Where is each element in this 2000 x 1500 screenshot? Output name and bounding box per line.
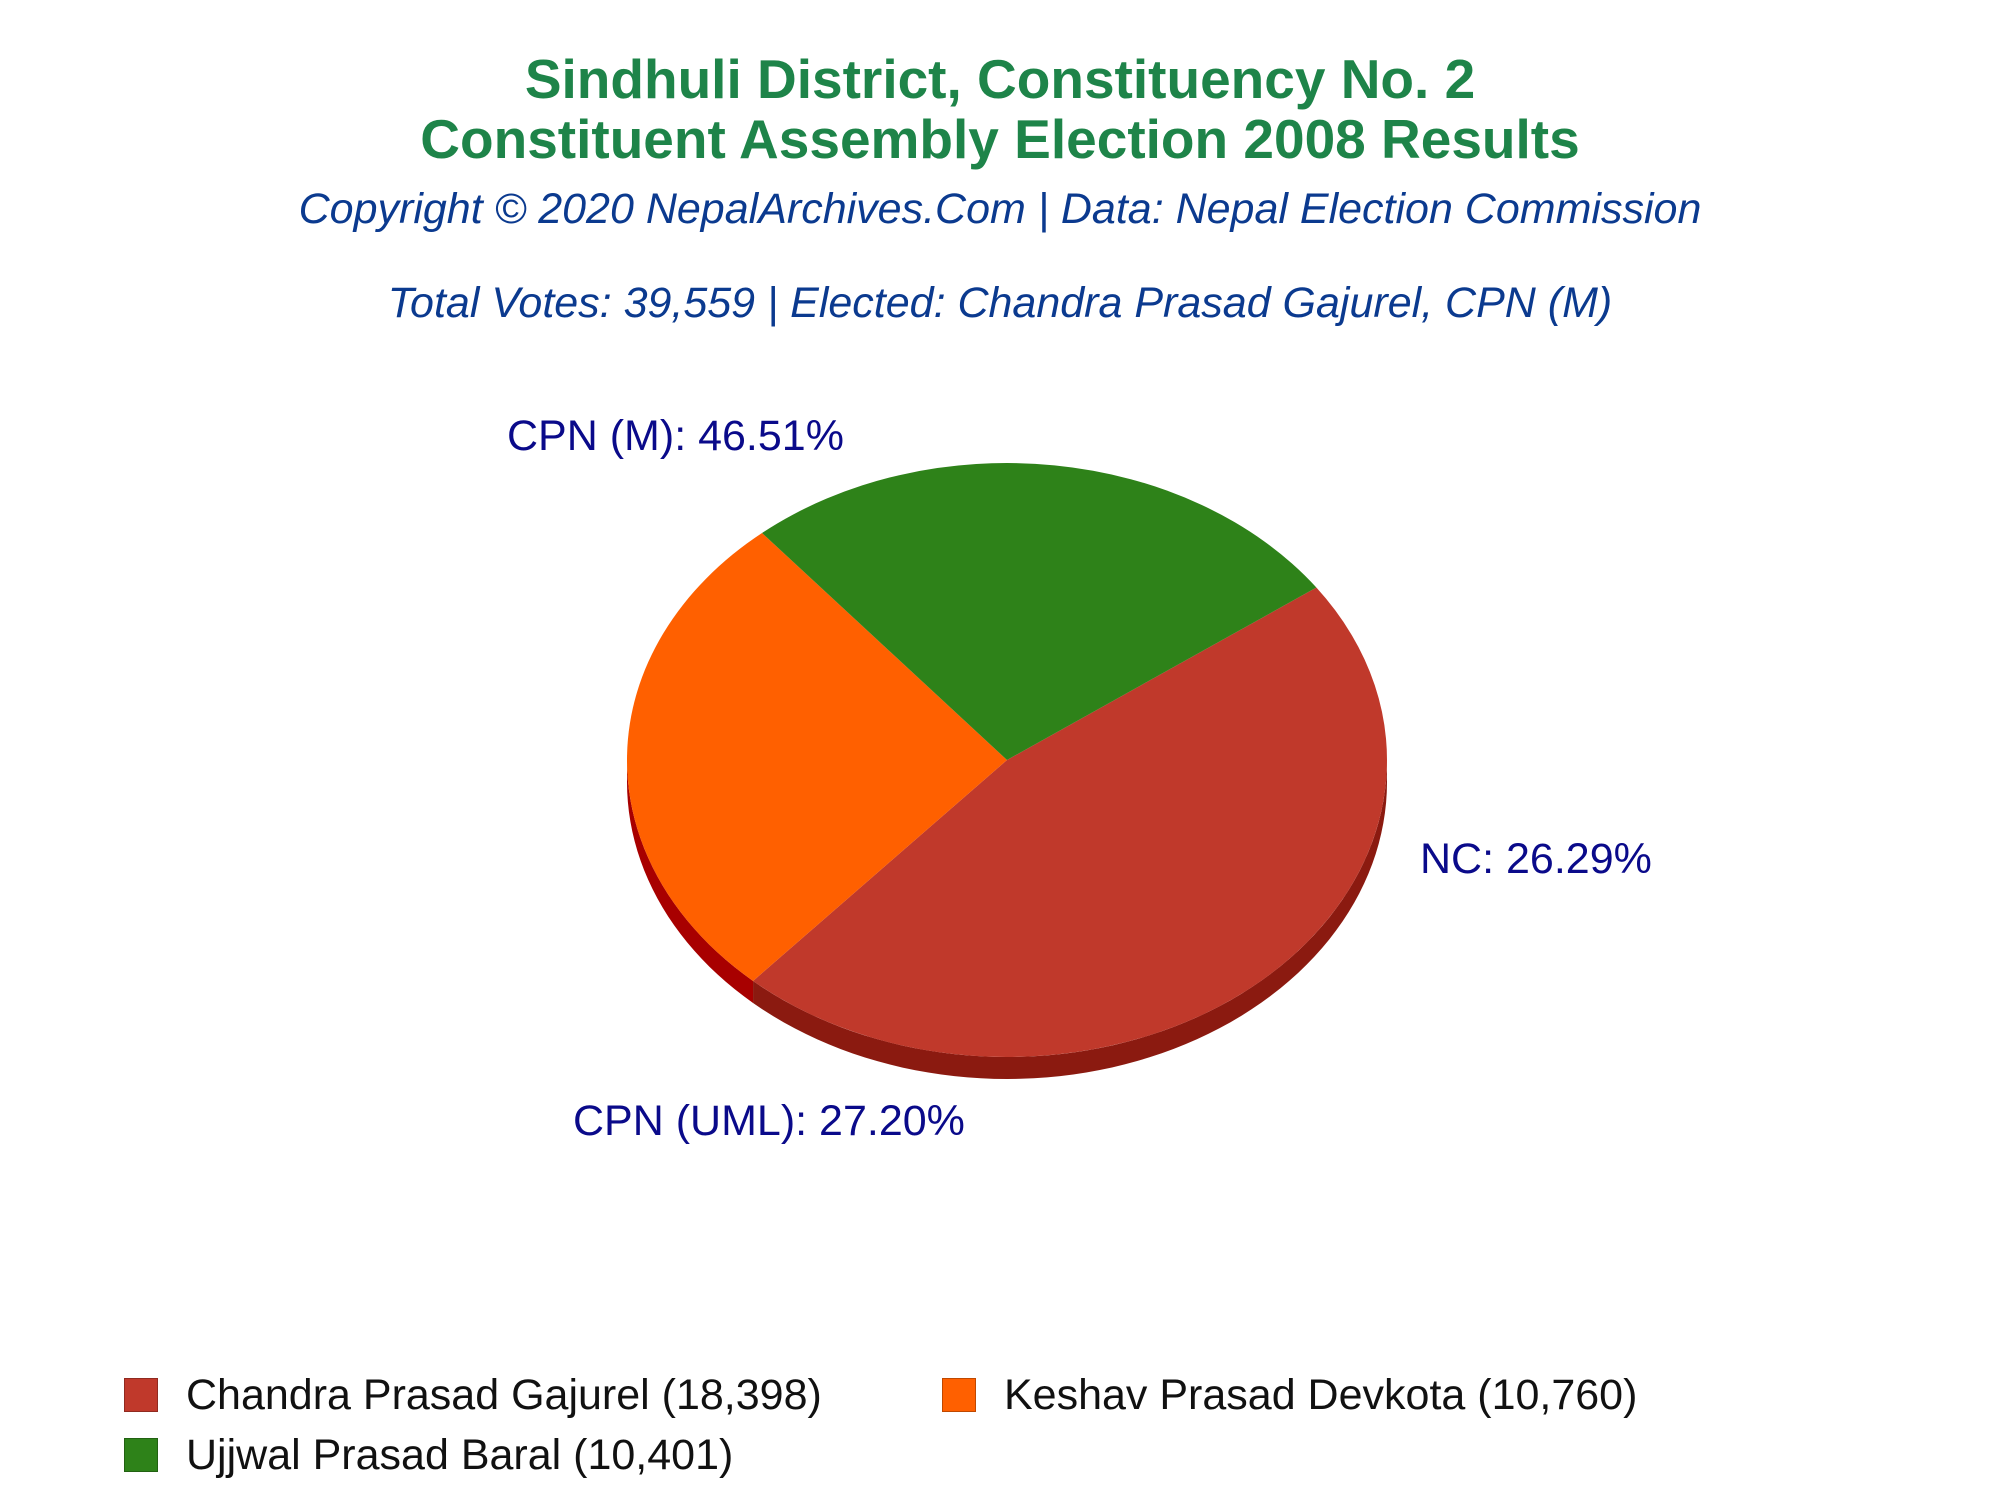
slice-label-0: CPN (M): 46.51% — [507, 412, 844, 460]
pie-slice-2 — [762, 463, 1317, 760]
chart-title-line-1: Sindhuli District, Constituency No. 2 — [524, 48, 1476, 110]
legend-label-1: Keshav Prasad Devkota (10,760) — [1004, 1370, 1638, 1419]
slice-label-1: CPN (UML): 27.20% — [573, 1097, 965, 1145]
slice-label-2: NC: 26.29% — [1420, 835, 1652, 883]
pie-side-1 — [627, 760, 754, 1003]
legend-item-1: Keshav Prasad Devkota (10,760) — [942, 1370, 1637, 1420]
legend-swatch-1 — [942, 1378, 976, 1412]
legend-item-2: Ujjwal Prasad Baral (10,401) — [124, 1430, 733, 1480]
pie-slice-1 — [627, 532, 1007, 981]
pie-side-walls — [627, 760, 1387, 1079]
summary-subtitle: Total Votes: 39,559 | Elected: Chandra P… — [387, 279, 1613, 327]
legend-item-0: Chandra Prasad Gajurel (18,398) — [124, 1370, 822, 1420]
copyright-subtitle: Copyright © 2020 NepalArchives.Com | Dat… — [298, 185, 1702, 233]
legend-label-2: Ujjwal Prasad Baral (10,401) — [186, 1430, 734, 1479]
legend-label-0: Chandra Prasad Gajurel (18,398) — [186, 1370, 822, 1419]
legend-swatch-0 — [124, 1378, 158, 1412]
legend-swatch-2 — [124, 1438, 158, 1472]
chart-title-line-2: Constituent Assembly Election 2008 Resul… — [420, 108, 1580, 170]
pie-slice-0 — [753, 587, 1387, 1057]
